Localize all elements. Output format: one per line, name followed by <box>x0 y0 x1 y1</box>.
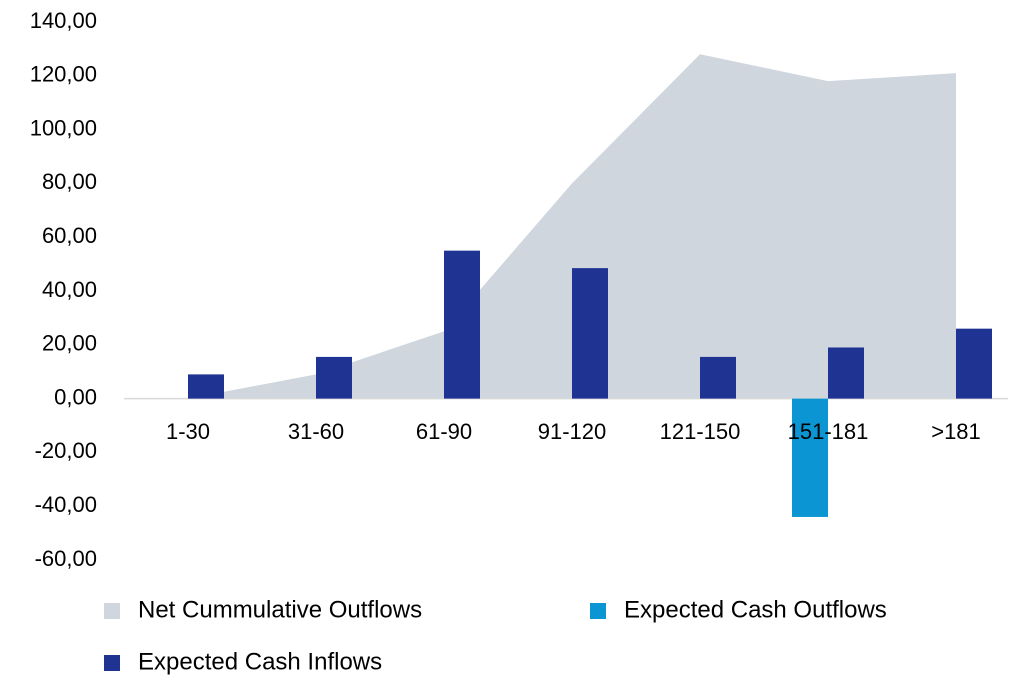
y-tick-label: -40,00 <box>35 492 97 517</box>
bar <box>316 356 352 399</box>
area <box>188 54 956 399</box>
legend-swatch <box>104 603 120 619</box>
legend-swatch <box>590 603 606 619</box>
y-tick-label: 140,00 <box>30 8 97 33</box>
bar <box>572 268 608 399</box>
y-tick-label: 100,00 <box>30 115 97 140</box>
x-tick-label: >181 <box>931 419 981 444</box>
x-tick-label: 1-30 <box>166 419 210 444</box>
legend-swatch <box>104 655 120 671</box>
y-tick-label: 20,00 <box>42 331 97 356</box>
x-tick-label: 61-90 <box>416 419 472 444</box>
y-tick-label: 120,00 <box>30 62 97 87</box>
bar <box>700 356 736 399</box>
bar <box>188 374 224 399</box>
y-tick-label: -60,00 <box>35 546 97 571</box>
y-tick-label: 60,00 <box>42 223 97 248</box>
x-tick-label: 91-120 <box>538 419 607 444</box>
y-tick-label: 80,00 <box>42 169 97 194</box>
legend-label: Expected Cash Inflows <box>138 648 382 675</box>
y-tick-label: 0,00 <box>54 384 97 409</box>
y-tick-label: -20,00 <box>35 438 97 463</box>
x-tick-label: 151-181 <box>788 419 869 444</box>
bar <box>792 398 828 517</box>
legend: Net Cummulative Outflows Expected Cash Ou… <box>104 596 887 675</box>
bar <box>956 328 992 399</box>
legend-label: Expected Cash Outflows <box>624 596 887 623</box>
bar <box>444 250 480 399</box>
legend-label: Net Cummulative Outflows <box>138 596 422 623</box>
x-tick-label: 121-150 <box>660 419 741 444</box>
y-tick-label: 40,00 <box>42 277 97 302</box>
bar <box>828 347 864 399</box>
x-tick-label: 31-60 <box>288 419 344 444</box>
